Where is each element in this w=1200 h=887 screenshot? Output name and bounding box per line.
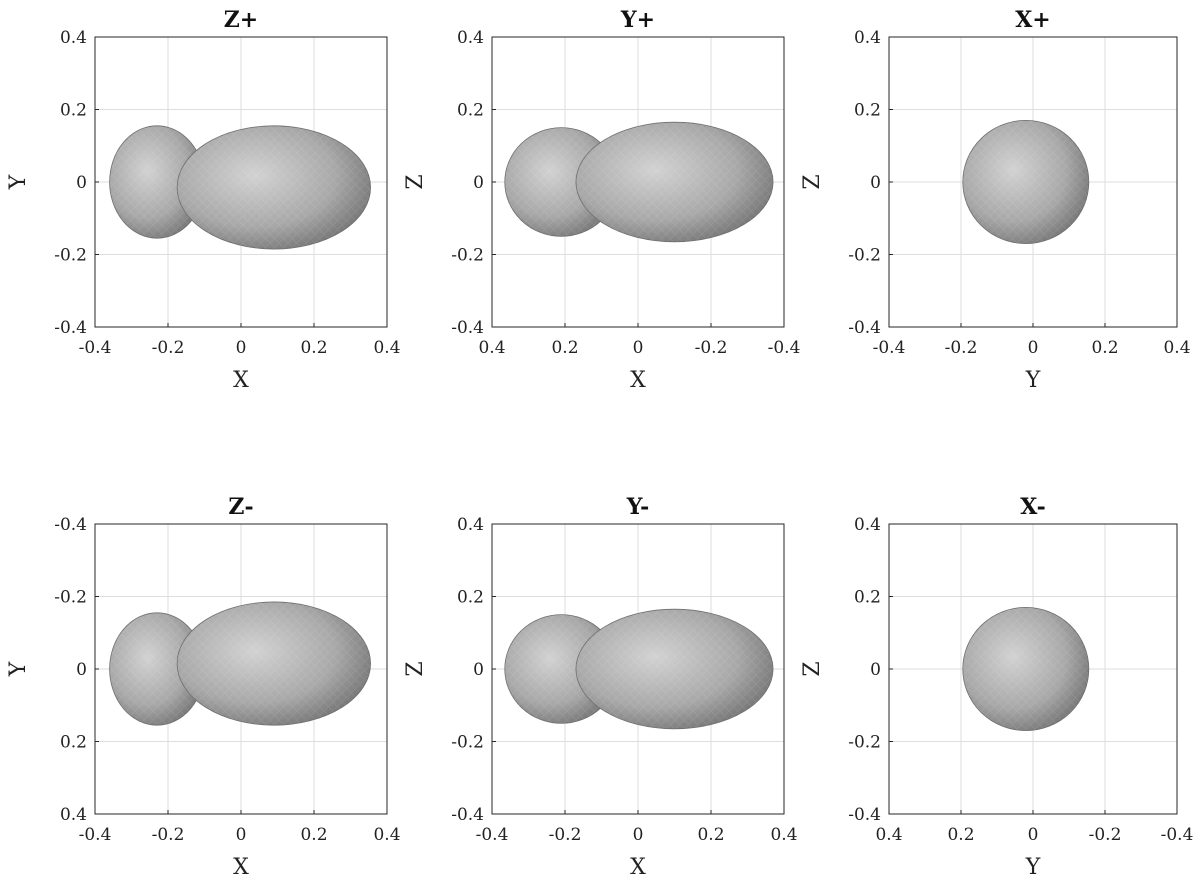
x-tick-label: -0.2 — [695, 338, 728, 358]
y-tick-label: 0.4 — [854, 515, 881, 535]
y-tick-label: -0.4 — [451, 318, 484, 338]
y-tick-label: 0.2 — [457, 588, 484, 608]
y-tick-label: 0 — [473, 173, 484, 193]
x-tick-label: 0 — [633, 825, 644, 845]
y-tick-label: 0.4 — [60, 28, 87, 48]
x-tick-label: 0.4 — [373, 825, 400, 845]
x-tick-label: 0 — [236, 825, 247, 845]
y-axis-label: Z — [800, 174, 825, 189]
panel-y-minus: -0.4 -0.2 0 0.2 0.4 0.4 0.2 0 -0.2 -0.4 Y- X Z — [403, 494, 798, 880]
y-tick-label: -0.2 — [54, 246, 87, 266]
panel-title: Y- — [626, 494, 650, 520]
asteroid-facet-texture — [109, 612, 205, 726]
x-tick-label: 0.2 — [1091, 338, 1118, 358]
y-tick-label: -0.2 — [451, 733, 484, 753]
x-tick-label: -0.2 — [549, 825, 582, 845]
x-axis-label: X — [630, 368, 646, 393]
y-tick-label: -0.4 — [451, 805, 484, 825]
x-tick-label: -0.2 — [152, 825, 185, 845]
y-tick-label: -0.4 — [848, 805, 881, 825]
asteroid-facet-texture — [962, 120, 1089, 244]
asteroid-facet-texture — [575, 122, 774, 242]
x-tick-label: 0 — [1028, 825, 1039, 845]
panel-z-minus: -0.4 -0.2 0 0.2 0.4-0.4-0.200.20.4Z-XY — [6, 494, 401, 880]
asteroid-facet-texture — [575, 609, 774, 729]
x-tick-label: 0 — [633, 338, 644, 358]
x-tick-label: -0.4 — [1161, 825, 1194, 845]
y-tick-label: 0 — [870, 173, 881, 193]
y-tick-label: 0.2 — [457, 101, 484, 121]
panel-title: X- — [1020, 494, 1045, 520]
y-tick-label: 0 — [76, 660, 87, 680]
x-tick-label: -0.4 — [79, 825, 112, 845]
panel-y-minusplus: 0.4 0.2 0 -0.2 -0.40.40.20-0.2-0.4Y+XZ — [403, 7, 800, 393]
panel-x-minusplus: -0.4 -0.2 0 0.2 0.4 0.4 0.2 0 -0.2 -0.4 X+ Y Z — [800, 7, 1191, 393]
y-tick-label: 0.2 — [854, 588, 881, 608]
x-tick-label: -0.2 — [945, 338, 978, 358]
x-tick-label: 0.2 — [300, 825, 327, 845]
x-tick-label: 0.4 — [1163, 338, 1190, 358]
x-axis-label: X — [233, 855, 249, 880]
x-tick-label: 0.2 — [300, 338, 327, 358]
y-tick-label: 0.4 — [854, 28, 881, 48]
x-tick-label: 0.2 — [551, 338, 578, 358]
y-tick-label: -0.2 — [848, 246, 881, 266]
x-tick-label: 0.4 — [478, 338, 505, 358]
x-tick-label: 0.4 — [875, 825, 902, 845]
x-tick-label: -0.4 — [79, 338, 112, 358]
y-axis-label: Z — [800, 661, 825, 676]
x-tick-label: 0 — [1028, 338, 1039, 358]
panel-title: X+ — [1015, 7, 1051, 33]
y-tick-label: -0.2 — [451, 246, 484, 266]
y-tick-label: -0.2 — [54, 588, 87, 608]
y-tick-label: -0.2 — [848, 733, 881, 753]
y-tick-label: 0.2 — [854, 101, 881, 121]
x-tick-label: -0.4 — [873, 338, 906, 358]
y-tick-label: -0.4 — [54, 318, 87, 338]
y-axis-label: Z — [403, 661, 428, 676]
y-tick-label: 0.4 — [60, 805, 87, 825]
asteroid-facet-texture — [177, 125, 371, 250]
y-axis-label: Y — [6, 174, 31, 190]
x-tick-label: -0.2 — [152, 338, 185, 358]
x-tick-label: -0.4 — [476, 825, 509, 845]
panel-title: Z- — [228, 494, 253, 520]
y-tick-label: 0 — [76, 173, 87, 193]
panel-x-minus: 0.4 0.2 0 -0.2 -0.40.40.20-0.2-0.4X-YZ — [800, 494, 1193, 880]
x-tick-label: -0.4 — [768, 338, 801, 358]
y-tick-label: -0.4 — [54, 515, 87, 535]
panel-title: Y+ — [620, 7, 655, 33]
y-tick-label: 0 — [870, 660, 881, 680]
y-axis-label: Z — [403, 174, 428, 189]
asteroid-facet-texture — [109, 125, 205, 239]
y-tick-label: 0 — [473, 660, 484, 680]
y-tick-label: 0.4 — [457, 515, 484, 535]
asteroid-facet-texture — [962, 607, 1089, 731]
y-tick-label: -0.4 — [848, 318, 881, 338]
x-tick-label: 0.2 — [697, 825, 724, 845]
x-tick-label: 0.4 — [373, 338, 400, 358]
y-tick-label: 0.4 — [457, 28, 484, 48]
x-axis-label: Y — [1025, 368, 1041, 393]
x-tick-label: 0 — [236, 338, 247, 358]
x-tick-label: 0.2 — [947, 825, 974, 845]
panel-title: Z+ — [224, 7, 259, 33]
x-axis-label: Y — [1025, 855, 1041, 880]
x-tick-label: -0.2 — [1089, 825, 1122, 845]
y-tick-label: 0.2 — [60, 101, 87, 121]
x-axis-label: X — [630, 855, 646, 880]
y-tick-label: 0.2 — [60, 733, 87, 753]
x-axis-label: X — [233, 368, 249, 393]
y-axis-label: Y — [6, 661, 31, 677]
x-tick-label: 0.4 — [770, 825, 797, 845]
asteroid-facet-texture — [177, 601, 371, 726]
panel-z-minusplus: -0.4 -0.2 0 0.2 0.4 0.4 0.2 0 -0.2 -0.4 Z+ X Y — [6, 7, 401, 393]
